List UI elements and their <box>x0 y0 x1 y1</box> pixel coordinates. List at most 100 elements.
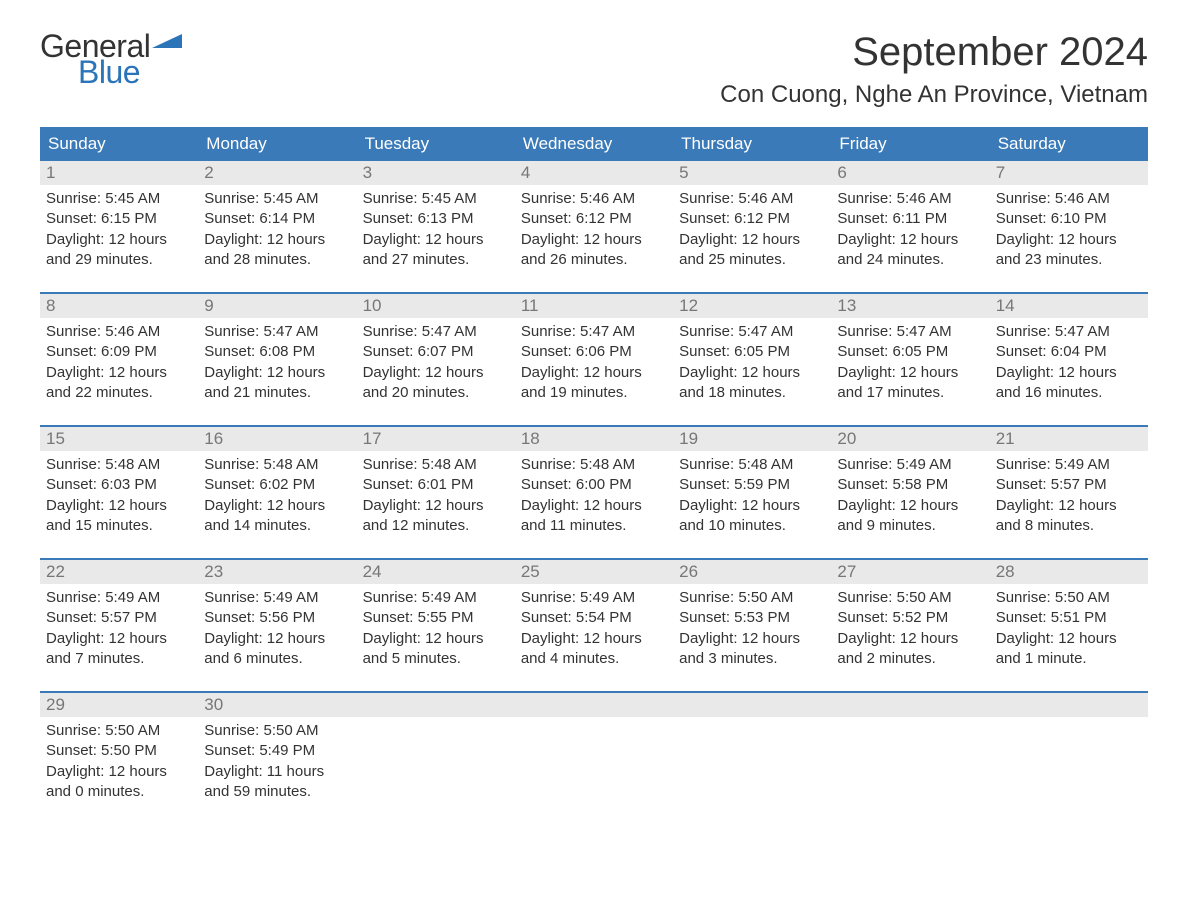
day-number: 1 <box>46 163 55 182</box>
day-detail-line: Daylight: 12 hours <box>996 496 1142 516</box>
day-body: Sunrise: 5:50 AMSunset: 5:50 PMDaylight:… <box>40 717 198 808</box>
day-detail-line: and 21 minutes. <box>204 383 350 403</box>
day-detail-line: Daylight: 12 hours <box>204 496 350 516</box>
calendar: Sunday Monday Tuesday Wednesday Thursday… <box>40 127 1148 808</box>
day-detail-line: and 16 minutes. <box>996 383 1142 403</box>
day-detail-line: and 19 minutes. <box>521 383 667 403</box>
day-number: 15 <box>46 429 65 448</box>
day-number: 10 <box>363 296 382 315</box>
day-body: Sunrise: 5:47 AMSunset: 6:05 PMDaylight:… <box>673 318 831 409</box>
day-body: Sunrise: 5:48 AMSunset: 5:59 PMDaylight:… <box>673 451 831 542</box>
day-detail-line: and 1 minute. <box>996 649 1142 669</box>
day-cell: 12 Sunrise: 5:47 AMSunset: 6:05 PMDayligh… <box>673 294 831 409</box>
day-body: Sunrise: 5:50 AMSunset: 5:53 PMDaylight:… <box>673 584 831 675</box>
day-detail-line: Sunrise: 5:49 AM <box>837 455 983 475</box>
day-number-bar: 6 <box>831 161 989 185</box>
day-cell: 1Sunrise: 5:45 AMSunset: 6:15 PMDaylight… <box>40 161 198 276</box>
day-detail-line: and 28 minutes. <box>204 250 350 270</box>
day-cell <box>515 693 673 808</box>
day-detail-line: Daylight: 12 hours <box>204 629 350 649</box>
day-detail-line: Sunrise: 5:46 AM <box>679 189 825 209</box>
day-body: Sunrise: 5:49 AMSunset: 5:56 PMDaylight:… <box>198 584 356 675</box>
day-number-bar <box>990 693 1148 717</box>
day-cell: 20Sunrise: 5:49 AMSunset: 5:58 PMDayligh… <box>831 427 989 542</box>
day-detail-line: and 15 minutes. <box>46 516 192 536</box>
day-number-bar: 21 <box>990 427 1148 451</box>
day-number-bar: 4 <box>515 161 673 185</box>
day-detail-line: Sunrise: 5:49 AM <box>204 588 350 608</box>
day-number-bar: 14 <box>990 294 1148 318</box>
day-detail-line: Sunset: 5:49 PM <box>204 741 350 761</box>
day-detail-line: and 6 minutes. <box>204 649 350 669</box>
day-body: Sunrise: 5:47 AMSunset: 6:07 PMDaylight:… <box>357 318 515 409</box>
day-header-wed: Wednesday <box>515 127 673 161</box>
day-detail-line: and 24 minutes. <box>837 250 983 270</box>
day-detail-line: and 4 minutes. <box>521 649 667 669</box>
day-detail-line: Sunset: 6:14 PM <box>204 209 350 229</box>
day-body: Sunrise: 5:49 AMSunset: 5:55 PMDaylight:… <box>357 584 515 675</box>
day-number-bar: 8 <box>40 294 198 318</box>
day-number-bar: 7 <box>990 161 1148 185</box>
day-number-bar: 10 <box>357 294 515 318</box>
day-detail-line: Daylight: 12 hours <box>837 496 983 516</box>
day-header-mon: Monday <box>198 127 356 161</box>
day-detail-line: Daylight: 12 hours <box>837 363 983 383</box>
day-number: 6 <box>837 163 846 182</box>
day-detail-line: Daylight: 12 hours <box>46 363 192 383</box>
day-detail-line: Sunrise: 5:46 AM <box>521 189 667 209</box>
page-title: September 2024 <box>720 30 1148 75</box>
day-detail-line: and 59 minutes. <box>204 782 350 802</box>
day-cell: 24 Sunrise: 5:49 AMSunset: 5:55 PMDayligh… <box>357 560 515 675</box>
day-number: 12 <box>679 296 698 315</box>
day-cell <box>990 693 1148 808</box>
day-detail-line: Sunrise: 5:48 AM <box>521 455 667 475</box>
day-number: 18 <box>521 429 540 448</box>
day-detail-line: Daylight: 12 hours <box>679 629 825 649</box>
day-detail-line: Sunrise: 5:48 AM <box>204 455 350 475</box>
day-detail-line: and 11 minutes. <box>521 516 667 536</box>
day-detail-line: Daylight: 12 hours <box>521 629 667 649</box>
day-number-bar: 9 <box>198 294 356 318</box>
day-cell: 25Sunrise: 5:49 AMSunset: 5:54 PMDayligh… <box>515 560 673 675</box>
day-detail-line: Sunset: 5:59 PM <box>679 475 825 495</box>
day-body: Sunrise: 5:45 AMSunset: 6:14 PMDaylight:… <box>198 185 356 276</box>
day-detail-line: Sunset: 5:51 PM <box>996 608 1142 628</box>
week-row: 8Sunrise: 5:46 AMSunset: 6:09 PMDaylight… <box>40 292 1148 409</box>
day-number-bar: 27 <box>831 560 989 584</box>
day-detail-line: and 14 minutes. <box>204 516 350 536</box>
day-detail-line: Sunset: 6:09 PM <box>46 342 192 362</box>
day-body: Sunrise: 5:50 AMSunset: 5:51 PMDaylight:… <box>990 584 1148 675</box>
day-detail-line: Sunset: 6:12 PM <box>679 209 825 229</box>
day-detail-line: and 7 minutes. <box>46 649 192 669</box>
day-number-bar: 26 <box>673 560 831 584</box>
day-detail-line: Sunset: 6:11 PM <box>837 209 983 229</box>
day-detail-line: Sunset: 6:08 PM <box>204 342 350 362</box>
day-number: 13 <box>837 296 856 315</box>
day-detail-line: Sunset: 6:03 PM <box>46 475 192 495</box>
day-detail-line: Daylight: 12 hours <box>204 230 350 250</box>
day-cell: 19Sunrise: 5:48 AMSunset: 5:59 PMDayligh… <box>673 427 831 542</box>
day-body: Sunrise: 5:50 AMSunset: 5:49 PMDaylight:… <box>198 717 356 808</box>
day-body: Sunrise: 5:46 AMSunset: 6:11 PMDaylight:… <box>831 185 989 276</box>
week-row: 1Sunrise: 5:45 AMSunset: 6:15 PMDaylight… <box>40 161 1148 276</box>
day-number: 7 <box>996 163 1005 182</box>
day-cell: 16Sunrise: 5:48 AMSunset: 6:02 PMDayligh… <box>198 427 356 542</box>
day-detail-line: Daylight: 12 hours <box>679 363 825 383</box>
day-detail-line: Daylight: 12 hours <box>363 363 509 383</box>
day-number: 24 <box>363 562 382 581</box>
day-detail-line: Sunrise: 5:50 AM <box>837 588 983 608</box>
day-number: 2 <box>204 163 213 182</box>
day-detail-line: and 18 minutes. <box>679 383 825 403</box>
day-detail-line: Sunrise: 5:49 AM <box>46 588 192 608</box>
day-body: Sunrise: 5:48 AMSunset: 6:01 PMDaylight:… <box>357 451 515 542</box>
day-number: 26 <box>679 562 698 581</box>
day-detail-line: Sunset: 6:05 PM <box>837 342 983 362</box>
day-detail-line: Daylight: 12 hours <box>837 629 983 649</box>
day-detail-line: and 23 minutes. <box>996 250 1142 270</box>
day-number-bar: 5 <box>673 161 831 185</box>
day-detail-line: Daylight: 12 hours <box>204 363 350 383</box>
day-number-bar <box>357 693 515 717</box>
day-detail-line: Sunrise: 5:47 AM <box>521 322 667 342</box>
day-detail-line: Daylight: 12 hours <box>46 496 192 516</box>
day-detail-line: and 26 minutes. <box>521 250 667 270</box>
